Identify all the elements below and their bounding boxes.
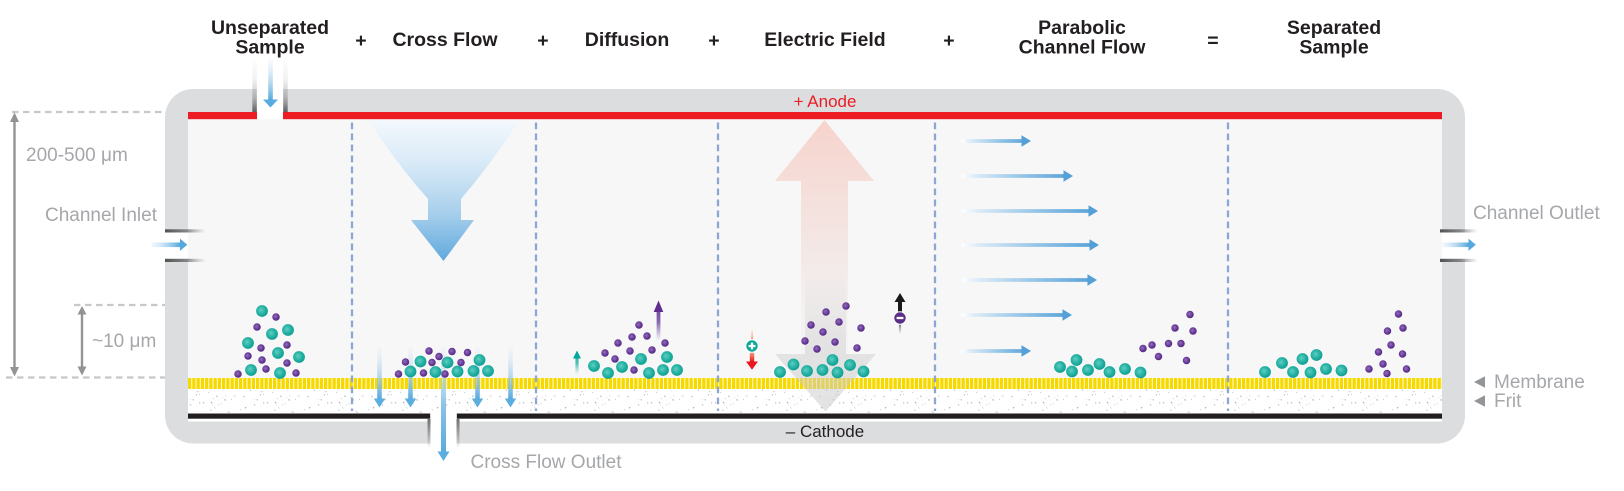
svg-text:Sample: Sample (235, 37, 305, 59)
svg-text:200-500 μm: 200-500 μm (26, 145, 128, 166)
svg-text:=: = (1207, 30, 1218, 52)
svg-text:Diffusion: Diffusion (585, 29, 669, 51)
svg-text:Channel Flow: Channel Flow (1019, 37, 1147, 59)
svg-text:Electric Field: Electric Field (764, 29, 885, 51)
svg-text:Channel Outlet: Channel Outlet (1473, 203, 1600, 224)
svg-text:Parabolic: Parabolic (1038, 17, 1126, 39)
svg-text:+ Anode: + Anode (794, 92, 857, 111)
svg-text:+: + (537, 30, 548, 52)
svg-text:Membrane: Membrane (1494, 372, 1585, 393)
svg-text:Cross Flow: Cross Flow (392, 29, 498, 51)
svg-text:+: + (355, 30, 366, 52)
svg-text:+: + (708, 30, 719, 52)
svg-text:Cross Flow Outlet: Cross Flow Outlet (471, 452, 623, 473)
svg-text:Frit: Frit (1494, 391, 1522, 412)
svg-text:~10 μm: ~10 μm (92, 331, 156, 352)
svg-text:Unseparated: Unseparated (211, 17, 329, 39)
svg-text:+: + (943, 30, 954, 52)
svg-text:Separated: Separated (1287, 17, 1381, 39)
svg-text:Sample: Sample (1299, 37, 1369, 59)
svg-text:– Cathode: – Cathode (786, 422, 864, 441)
svg-text:Channel Inlet: Channel Inlet (45, 205, 158, 226)
